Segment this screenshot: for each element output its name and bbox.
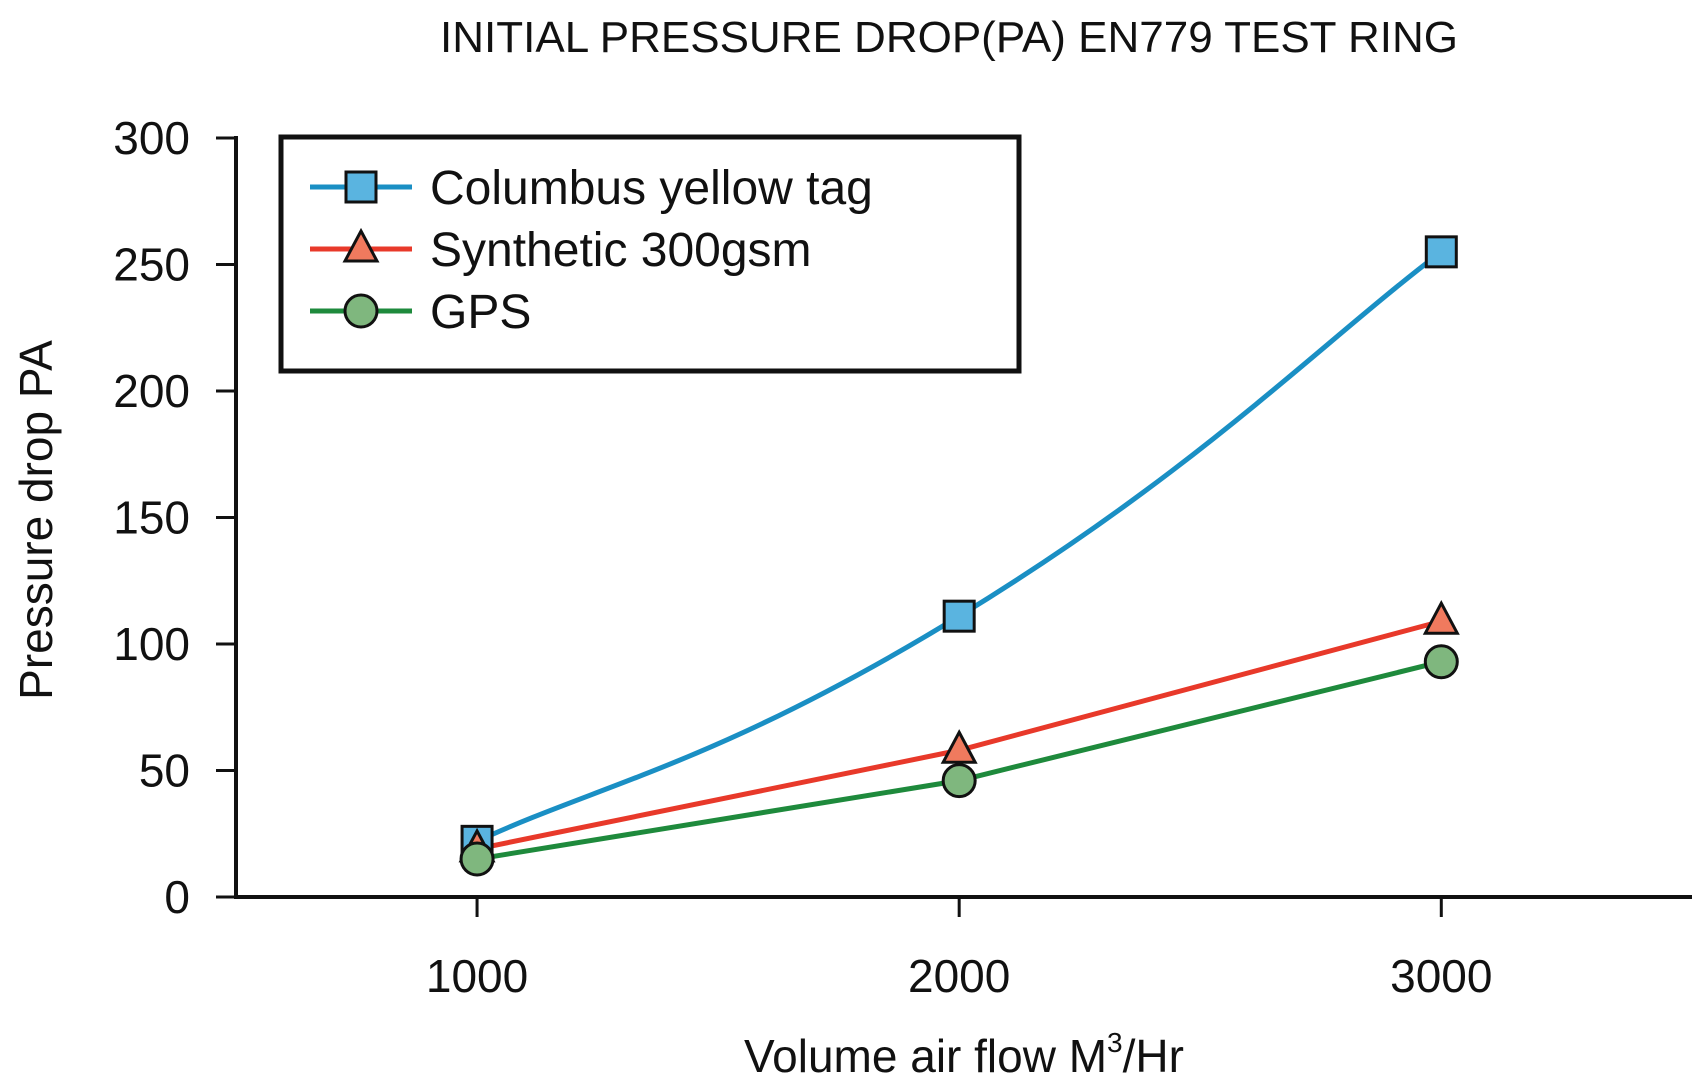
- data-point-2: [1423, 644, 1459, 680]
- y-tick-label: 150: [113, 492, 190, 544]
- y-axis-label: Pressure drop PA: [10, 340, 62, 700]
- x-axis-label-main: Volume air flow M: [744, 1030, 1107, 1082]
- data-point-1: [940, 729, 978, 764]
- y-tick-label: 250: [113, 239, 190, 291]
- legend-label-1: Synthetic 300gsm: [430, 224, 812, 277]
- y-tick-label: 0: [164, 871, 190, 923]
- data-point-0: [1424, 235, 1458, 269]
- y-tick-label: 100: [113, 618, 190, 670]
- y-tick-label: 50: [139, 745, 190, 797]
- legend-marker-2: [343, 293, 379, 329]
- x-tick-label: 2000: [908, 950, 1010, 1002]
- legend-label-0: Columbus yellow tag: [430, 162, 873, 215]
- y-tick-label: 200: [113, 365, 190, 417]
- legend-marker-0: [344, 170, 378, 204]
- x-axis-label-suffix: /Hr: [1123, 1030, 1184, 1082]
- x-axis-label-sup: 3: [1107, 1027, 1123, 1058]
- legend: Columbus yellow tag Synthetic 300gsm GPS: [278, 134, 1022, 374]
- chart-title: INITIAL PRESSURE DROP(PA) EN779 TEST RIN…: [440, 13, 1458, 62]
- data-point-1: [1422, 600, 1460, 635]
- data-point-2: [941, 763, 977, 799]
- data-point-0: [942, 599, 976, 633]
- data-point-2: [459, 841, 495, 877]
- x-tick-label: 1000: [426, 950, 528, 1002]
- x-axis-label: Volume air flow M3/Hr: [744, 1027, 1184, 1082]
- legend-box: [278, 134, 1022, 374]
- y-tick-label: 300: [113, 112, 190, 164]
- x-tick-label: 3000: [1390, 950, 1492, 1002]
- legend-marker-1: [342, 227, 380, 263]
- legend-label-2: GPS: [430, 286, 531, 339]
